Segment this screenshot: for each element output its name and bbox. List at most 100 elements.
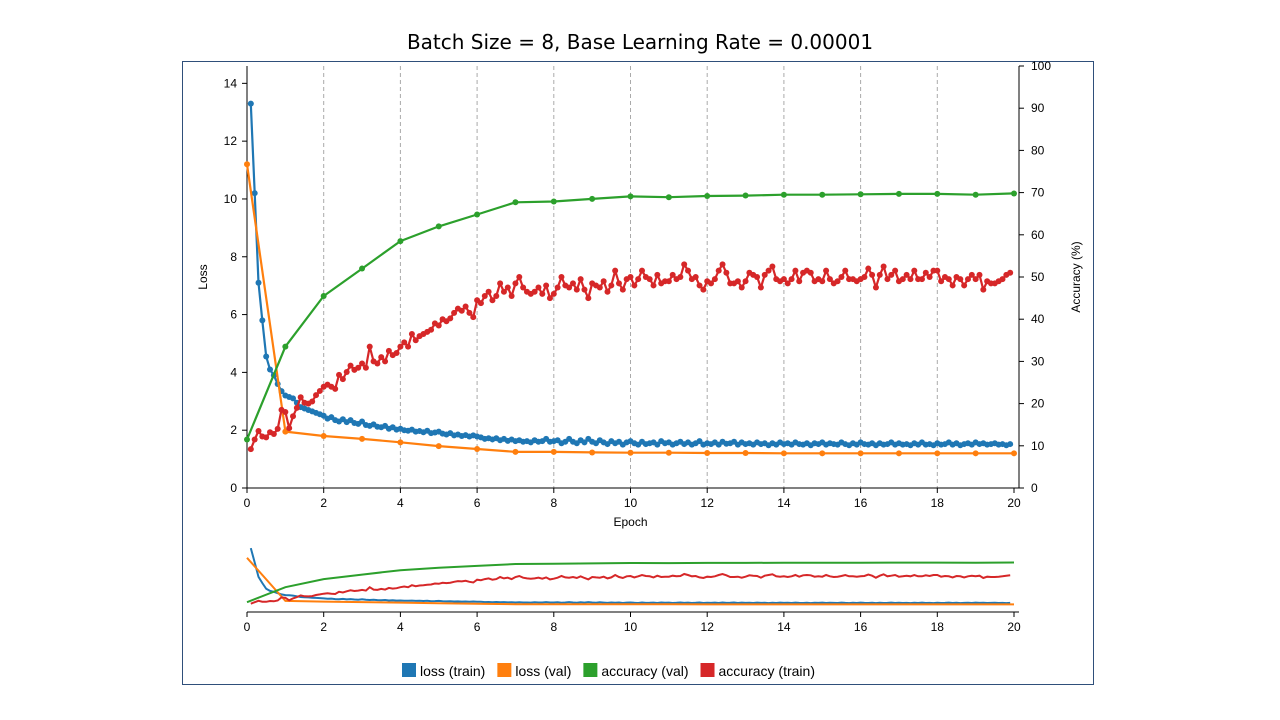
data-point-2 bbox=[359, 265, 366, 272]
data-point-3 bbox=[573, 286, 580, 293]
data-point-3 bbox=[397, 343, 404, 350]
data-point-3 bbox=[685, 267, 692, 274]
data-point-3 bbox=[949, 282, 956, 289]
data-point-1 bbox=[359, 435, 366, 442]
data-point-3 bbox=[577, 276, 584, 283]
data-point-1 bbox=[550, 448, 557, 455]
data-point-3 bbox=[554, 284, 561, 291]
overview-x-tick-label: 6 bbox=[474, 620, 481, 634]
data-point-3 bbox=[316, 387, 323, 394]
data-point-3 bbox=[539, 290, 546, 297]
data-point-3 bbox=[615, 280, 622, 287]
data-point-1 bbox=[819, 450, 826, 457]
data-point-0 bbox=[359, 418, 366, 425]
data-point-3 bbox=[646, 276, 653, 283]
data-point-3 bbox=[696, 282, 703, 289]
data-point-3 bbox=[884, 276, 891, 283]
x-axis-title: Epoch bbox=[613, 515, 647, 529]
x-tick-label: 20 bbox=[1007, 496, 1021, 510]
y-tick-label: 4 bbox=[230, 365, 237, 379]
data-point-2 bbox=[934, 190, 941, 197]
data-point-3 bbox=[719, 261, 726, 268]
data-point-3 bbox=[481, 292, 488, 299]
data-point-3 bbox=[408, 330, 415, 337]
data-point-3 bbox=[608, 282, 615, 289]
data-point-3 bbox=[861, 274, 868, 280]
data-point-3 bbox=[385, 347, 392, 354]
data-point-3 bbox=[504, 284, 511, 291]
data-point-1 bbox=[320, 432, 327, 439]
data-point-3 bbox=[297, 394, 304, 401]
data-point-3 bbox=[282, 409, 289, 416]
data-point-3 bbox=[819, 278, 826, 285]
legend-label-1: loss (val) bbox=[515, 663, 571, 679]
data-point-1 bbox=[512, 448, 519, 455]
data-point-3 bbox=[757, 284, 764, 291]
y2-tick-label: 50 bbox=[1031, 270, 1045, 284]
data-point-3 bbox=[600, 278, 607, 285]
overview-x-tick-label: 12 bbox=[701, 620, 715, 634]
y-tick-label: 8 bbox=[230, 250, 237, 264]
x-tick-label: 16 bbox=[854, 496, 868, 510]
data-point-3 bbox=[477, 300, 484, 307]
data-point-3 bbox=[635, 276, 642, 283]
data-point-3 bbox=[612, 267, 619, 274]
data-point-3 bbox=[569, 280, 576, 287]
x-tick-label: 0 bbox=[244, 496, 251, 510]
data-point-0 bbox=[696, 438, 703, 445]
data-point-3 bbox=[972, 276, 979, 283]
legend-swatch-2 bbox=[583, 663, 598, 677]
data-point-3 bbox=[382, 358, 389, 365]
data-point-3 bbox=[1007, 269, 1014, 276]
data-point-2 bbox=[435, 223, 442, 230]
data-point-3 bbox=[934, 267, 941, 274]
data-point-3 bbox=[274, 425, 281, 432]
data-point-3 bbox=[976, 271, 983, 278]
data-point-2 bbox=[474, 211, 481, 218]
data-point-2 bbox=[819, 191, 826, 198]
legend-swatch-3 bbox=[700, 663, 715, 677]
data-point-1 bbox=[244, 161, 250, 168]
data-point-3 bbox=[738, 284, 745, 291]
data-point-3 bbox=[650, 282, 657, 289]
data-point-2 bbox=[780, 191, 787, 198]
overview-x-tick-label: 18 bbox=[931, 620, 945, 634]
data-point-3 bbox=[872, 284, 879, 291]
data-point-3 bbox=[865, 265, 872, 272]
data-point-3 bbox=[546, 295, 553, 302]
data-point-3 bbox=[665, 278, 672, 285]
data-point-3 bbox=[489, 297, 496, 304]
x-tick-label: 10 bbox=[624, 496, 638, 510]
data-point-3 bbox=[957, 276, 964, 283]
y2-tick-label: 100 bbox=[1031, 59, 1051, 73]
data-point-1 bbox=[895, 450, 902, 457]
data-point-3 bbox=[654, 271, 661, 278]
data-point-3 bbox=[834, 278, 841, 285]
data-point-1 bbox=[282, 428, 289, 435]
data-point-3 bbox=[247, 446, 254, 453]
data-point-1 bbox=[665, 449, 672, 456]
x-tick-label: 14 bbox=[777, 496, 791, 510]
data-point-3 bbox=[945, 276, 952, 283]
data-point-3 bbox=[926, 274, 933, 280]
data-point-3 bbox=[428, 326, 435, 333]
data-point-2 bbox=[589, 195, 596, 202]
data-point-2 bbox=[550, 198, 557, 205]
data-point-3 bbox=[255, 428, 262, 435]
data-point-3 bbox=[339, 376, 346, 383]
data-point-3 bbox=[362, 364, 369, 371]
data-point-3 bbox=[550, 290, 557, 297]
y2-tick-label: 40 bbox=[1031, 312, 1045, 326]
data-point-3 bbox=[742, 278, 749, 285]
data-point-3 bbox=[393, 349, 400, 356]
data-point-3 bbox=[581, 286, 588, 293]
y2-tick-label: 0 bbox=[1031, 481, 1038, 495]
data-point-3 bbox=[343, 368, 350, 375]
overview-x-tick-label: 4 bbox=[397, 620, 404, 634]
overview-series-line-1 bbox=[246, 557, 1014, 606]
data-point-3 bbox=[892, 267, 899, 274]
y2-tick-label: 10 bbox=[1031, 439, 1045, 453]
data-point-3 bbox=[497, 280, 504, 287]
data-point-3 bbox=[681, 261, 688, 268]
data-point-3 bbox=[290, 413, 297, 420]
